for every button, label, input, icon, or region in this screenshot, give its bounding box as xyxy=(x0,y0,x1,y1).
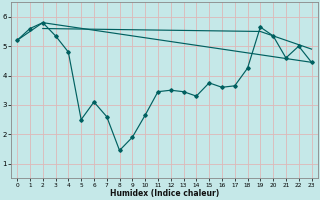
X-axis label: Humidex (Indice chaleur): Humidex (Indice chaleur) xyxy=(110,189,219,198)
